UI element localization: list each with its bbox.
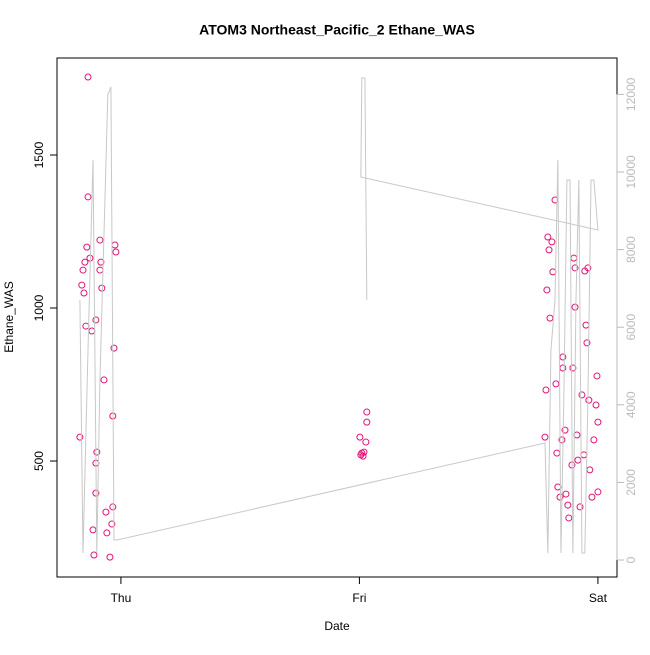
y2-tick-label: 8000 (624, 236, 638, 263)
data-point (543, 286, 551, 294)
data-point (586, 466, 594, 474)
data-point (592, 401, 600, 409)
data-point (553, 449, 561, 457)
data-point (546, 314, 554, 322)
data-point (103, 529, 111, 537)
data-point (542, 386, 550, 394)
data-point (541, 433, 549, 441)
x-tick-label: Sat (589, 591, 608, 605)
y2-tick-label: 6000 (624, 314, 638, 341)
data-point (112, 248, 120, 256)
data-point (559, 353, 567, 361)
data-point (552, 380, 560, 388)
data-point (574, 456, 582, 464)
y-axis-label: Ethane_WAS (2, 281, 16, 353)
data-point (588, 493, 596, 501)
data-point (76, 433, 84, 441)
x-axis-label: Date (324, 619, 350, 633)
y-tick-label: 500 (32, 451, 46, 471)
data-point (79, 266, 87, 274)
data-point (357, 451, 365, 459)
data-point (110, 344, 118, 352)
data-point (580, 451, 588, 459)
data-point (548, 238, 556, 246)
data-point (558, 436, 566, 444)
data-point (583, 339, 591, 347)
y2-tick-label: 12000 (624, 77, 638, 111)
data-point (80, 289, 88, 297)
data-point (362, 438, 370, 446)
data-point (88, 327, 96, 335)
data-point (593, 372, 601, 380)
data-point (594, 418, 602, 426)
data-point (565, 514, 573, 522)
x-tick-label: Fri (352, 591, 366, 605)
data-point (545, 246, 553, 254)
x-tick-label: Thu (111, 591, 132, 605)
data-point (96, 266, 104, 274)
y2-tick-label: 2000 (624, 469, 638, 496)
data-point (108, 520, 116, 528)
data-point (89, 526, 97, 534)
data-point (97, 258, 105, 266)
data-point (81, 258, 89, 266)
y2-tick-label: 10000 (624, 155, 638, 189)
data-point (585, 396, 593, 404)
data-point (570, 254, 578, 262)
data-point (569, 364, 577, 372)
data-point (82, 322, 90, 330)
data-point (100, 376, 108, 384)
data-point (92, 316, 100, 324)
data-point (109, 503, 117, 511)
data-point (83, 243, 91, 251)
data-point (363, 408, 371, 416)
data-point (582, 321, 590, 329)
y2-tick-label: 4000 (624, 391, 638, 418)
data-point (584, 264, 592, 272)
data-point (549, 268, 557, 276)
data-line (79, 77, 599, 554)
data-point (93, 448, 101, 456)
data-point (564, 501, 572, 509)
data-point (544, 233, 552, 241)
data-point (356, 433, 364, 441)
data-point (96, 236, 104, 244)
data-point (106, 553, 114, 561)
data-point (578, 391, 586, 399)
data-point (363, 418, 371, 426)
data-point (571, 303, 579, 311)
data-point (78, 281, 86, 289)
data-point (98, 284, 106, 292)
data-point (111, 241, 119, 249)
data-point (559, 364, 567, 372)
y2-tick-label: 0 (624, 556, 638, 563)
data-point (576, 503, 584, 511)
data-point (90, 551, 98, 559)
data-point (562, 490, 570, 498)
chart-title: ATOM3 Northeast_Pacific_2 Ethane_WAS (199, 22, 475, 38)
data-point (594, 488, 602, 496)
y-tick-label: 1500 (32, 141, 46, 168)
plot-frame (56, 57, 618, 578)
data-point (590, 436, 598, 444)
y-tick-label: 1000 (32, 294, 46, 321)
data-point (84, 73, 92, 81)
data-point (561, 426, 569, 434)
data-point (84, 193, 92, 201)
data-point (102, 508, 110, 516)
data-point (571, 264, 579, 272)
